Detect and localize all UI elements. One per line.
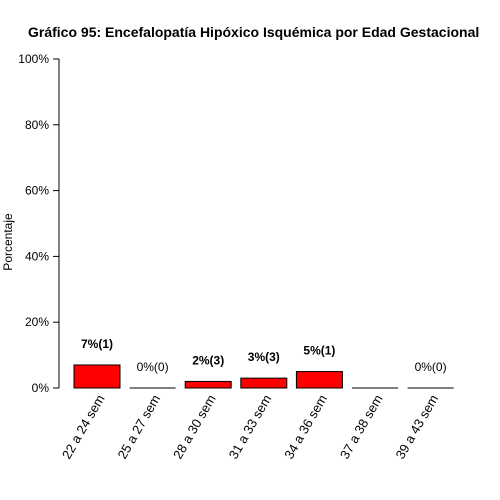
- data-label: 3%(3): [248, 350, 280, 364]
- y-axis-ticks: 0% 20% 40% 60% 80% 100%: [18, 52, 59, 395]
- x-tick-label: 37 a 38 sem: [337, 392, 386, 461]
- y-tick-label: 60%: [25, 184, 49, 198]
- x-tick-label: 25 a 27 sem: [114, 392, 163, 461]
- y-axis-label: Porcentaje: [1, 213, 15, 271]
- data-label: 5%(1): [303, 344, 335, 358]
- x-tick-label: 28 a 30 sem: [170, 392, 219, 461]
- bar: [240, 377, 288, 389]
- chart-title: Gráfico 95: Encefalopatía Hipóxico Isqué…: [28, 24, 479, 40]
- data-label: 7%(1): [81, 337, 113, 351]
- x-tick-label: 31 a 33 sem: [226, 392, 275, 461]
- y-tick-label: 100%: [18, 52, 49, 66]
- bars-group: [73, 364, 454, 389]
- data-label: 0%(0): [415, 360, 447, 374]
- x-tick-label: 34 a 36 sem: [281, 392, 330, 461]
- x-axis-labels-group: 22 a 24 sem 25 a 27 sem 28 a 30 sem 31 a 33…: [59, 392, 441, 461]
- bar: [73, 364, 121, 389]
- data-label: 2%(3): [192, 353, 224, 367]
- y-tick-label: 40%: [25, 249, 49, 263]
- data-label: 0%(0): [137, 360, 169, 374]
- y-tick-label: 0%: [32, 381, 50, 395]
- y-tick-label: 80%: [25, 118, 49, 132]
- y-tick-label: 20%: [25, 315, 49, 329]
- bar: [184, 380, 232, 389]
- x-tick-label: 22 a 24 sem: [59, 392, 108, 461]
- bar: [295, 371, 343, 389]
- x-tick-label: 39 a 43 sem: [392, 392, 441, 461]
- data-labels-group: 7%(1) 0%(0) 2%(3) 3%(3) 5%(1) 0%(0): [81, 337, 447, 374]
